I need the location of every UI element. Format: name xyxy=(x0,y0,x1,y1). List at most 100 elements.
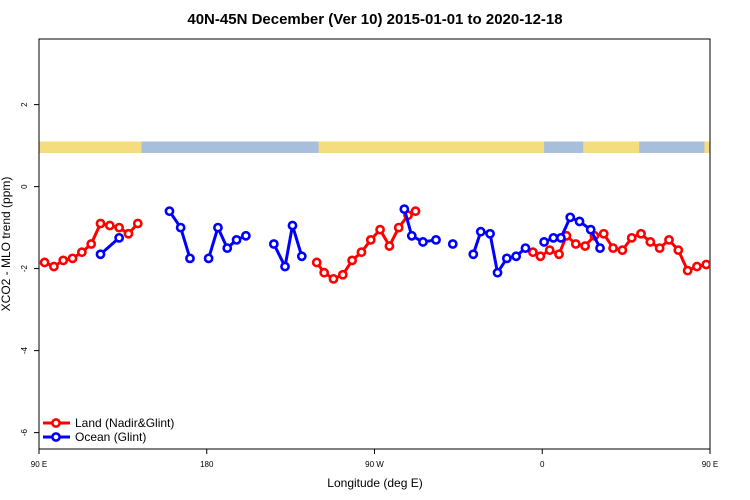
data-point xyxy=(347,255,358,266)
data-point xyxy=(548,232,559,243)
data-point xyxy=(375,224,385,235)
data-point xyxy=(555,232,566,243)
data-point xyxy=(164,206,175,217)
data-point xyxy=(67,253,78,264)
land-segment xyxy=(39,141,142,153)
data-point xyxy=(617,245,628,256)
y-tick-label: -4 xyxy=(20,346,29,354)
data-point xyxy=(39,257,50,268)
data-point xyxy=(418,237,428,247)
x-tick-label: 180 xyxy=(200,460,214,469)
series-ocean xyxy=(95,204,605,278)
data-point xyxy=(721,263,728,270)
x-tick-label: 0 xyxy=(540,460,545,469)
data-point xyxy=(95,249,106,260)
series-line xyxy=(402,208,437,244)
data-point xyxy=(645,237,656,247)
data-point xyxy=(528,247,538,258)
data-point xyxy=(485,228,495,239)
data-point xyxy=(222,243,233,253)
legend-swatch-marker xyxy=(51,432,61,442)
data-point xyxy=(384,241,395,251)
data-point xyxy=(328,273,339,284)
data-point xyxy=(475,226,486,237)
data-point xyxy=(114,222,125,233)
x-tick-label: 90 E xyxy=(31,460,47,469)
data-point xyxy=(664,234,674,245)
data-point xyxy=(203,253,214,264)
legend-swatch-marker xyxy=(51,418,61,428)
legend: Land (Nadir&Glint)Ocean (Glint) xyxy=(43,416,174,444)
legend-label: Land (Nadir&Glint) xyxy=(75,416,174,430)
data-point xyxy=(356,247,367,258)
land-segment xyxy=(583,141,640,153)
x-tick-label: 90 E xyxy=(702,460,718,469)
data-point xyxy=(682,265,693,276)
data-point xyxy=(598,228,609,239)
data-point xyxy=(701,259,710,270)
y-tick-label: 2 xyxy=(20,102,29,107)
data-point xyxy=(175,222,186,233)
data-point xyxy=(535,251,546,262)
series xyxy=(39,204,747,284)
data-point xyxy=(692,261,702,272)
data-point xyxy=(268,239,279,249)
data-point xyxy=(673,245,684,256)
data-point xyxy=(365,234,376,245)
data-point xyxy=(76,247,87,258)
data-point xyxy=(337,269,348,280)
land-segment xyxy=(318,141,545,153)
data-point xyxy=(185,253,195,264)
data-point xyxy=(114,232,125,243)
data-point xyxy=(393,222,404,233)
data-point xyxy=(240,230,251,241)
data-point xyxy=(280,261,290,272)
data-point xyxy=(492,267,503,278)
y-tick-label: -2 xyxy=(20,264,29,272)
land-segment xyxy=(704,141,710,153)
data-point xyxy=(731,257,738,264)
data-point xyxy=(311,257,322,268)
axes: 90 E 180 90 W 0 90 E 2 0 -2 -4 -6 xyxy=(20,102,718,469)
data-point xyxy=(86,239,97,249)
y-axis-label: XCO2 - MLO trend (ppm) xyxy=(0,177,13,312)
data-point xyxy=(595,243,605,253)
data-point xyxy=(539,237,550,247)
y-tick-label: -6 xyxy=(20,428,29,436)
data-point xyxy=(132,218,143,229)
data-point xyxy=(580,241,591,251)
data-point xyxy=(431,234,441,245)
data-point xyxy=(231,234,242,245)
data-point xyxy=(565,212,576,223)
data-point xyxy=(511,251,522,262)
data-point xyxy=(544,245,555,256)
data-point xyxy=(123,228,134,239)
data-point xyxy=(213,222,223,233)
data-point xyxy=(654,243,665,253)
land-ocean-strip xyxy=(39,141,710,153)
legend-label: Ocean (Glint) xyxy=(75,430,146,444)
data-point xyxy=(287,220,298,231)
x-tick-label: 90 W xyxy=(365,460,384,469)
data-point xyxy=(608,243,618,253)
series-line xyxy=(168,210,192,259)
data-point xyxy=(399,204,410,215)
series-line xyxy=(315,209,417,281)
data-point xyxy=(570,239,581,249)
data-point xyxy=(712,257,719,264)
data-point xyxy=(296,251,307,262)
data-point xyxy=(501,253,512,264)
data-point xyxy=(740,255,747,262)
data-point xyxy=(104,220,115,231)
data-point xyxy=(95,218,106,229)
data-point xyxy=(319,267,330,278)
series-land xyxy=(39,206,747,284)
data-point xyxy=(410,206,421,217)
data-point xyxy=(574,216,585,227)
data-point xyxy=(468,249,479,260)
data-point xyxy=(585,224,596,235)
data-point xyxy=(406,230,417,241)
x-axis-label: Longitude (deg E) xyxy=(327,476,422,490)
data-point xyxy=(520,243,531,253)
